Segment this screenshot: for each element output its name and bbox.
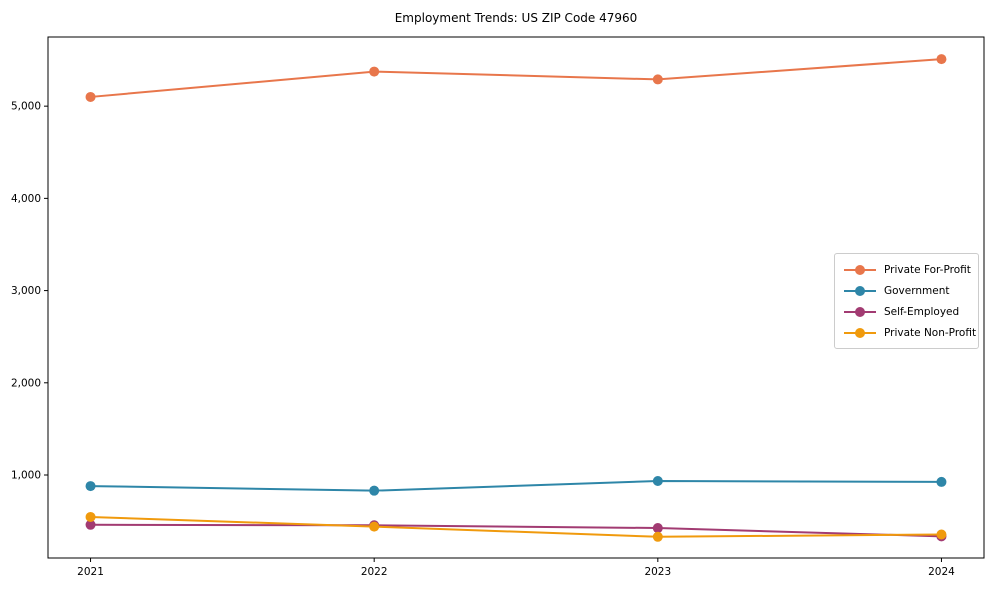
series-line-2	[89, 523, 943, 538]
line-marker-swatch	[844, 285, 876, 296]
legend-label: Private For-Profit	[884, 263, 971, 276]
chart-title: Employment Trends: US ZIP Code 47960	[394, 11, 638, 25]
legend-item-self-employed: Self-Employed	[844, 302, 969, 321]
data-point	[936, 54, 947, 65]
x-axis-tick-label: 2023	[644, 566, 671, 578]
legend-item-government: Government	[844, 281, 969, 300]
data-point	[369, 66, 380, 77]
data-point	[652, 476, 663, 487]
y-axis-tick-label: 3,000	[11, 285, 41, 297]
legend-item-private-non-profit: Private Non-Profit	[844, 323, 976, 342]
x-axis-tick-label: 2021	[77, 566, 104, 578]
data-point	[85, 91, 96, 102]
series-line-3	[89, 515, 943, 538]
series-line-1	[89, 480, 943, 492]
data-point	[652, 523, 663, 534]
x-axis-tick-label: 2022	[361, 566, 388, 578]
data-point	[369, 485, 380, 496]
y-axis-tick-label: 1,000	[11, 470, 41, 482]
legend-label: Self-Employed	[884, 305, 960, 318]
plot-frame	[47, 36, 985, 559]
data-point	[652, 74, 663, 85]
data-point	[369, 521, 380, 532]
data-point	[936, 476, 947, 487]
line-marker-swatch	[844, 264, 876, 275]
data-point	[652, 531, 663, 542]
data-point	[85, 511, 96, 522]
line-marker-swatch	[844, 327, 876, 338]
data-point	[936, 529, 947, 540]
line-marker-swatch	[844, 306, 876, 317]
legend-item-private-for-profit: Private For-Profit	[844, 260, 971, 279]
y-axis-tick-label: 5,000	[11, 101, 41, 113]
legend-label: Government	[884, 284, 950, 297]
x-axis-tick-label: 2024	[928, 566, 955, 578]
y-axis-tick-label: 4,000	[11, 193, 41, 205]
chart-legend: Private For-Profit Government Self-Emplo…	[834, 253, 979, 349]
data-point	[85, 481, 96, 492]
series-line-0	[89, 58, 943, 98]
legend-label: Private Non-Profit	[884, 326, 977, 339]
y-axis-tick-label: 2,000	[11, 377, 41, 389]
data-point	[85, 519, 96, 530]
